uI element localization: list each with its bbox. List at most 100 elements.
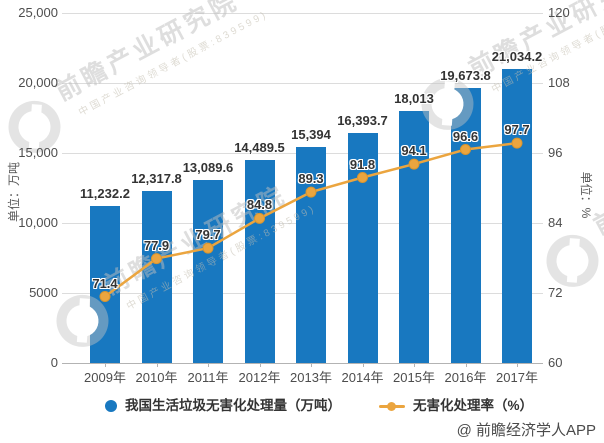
- line-point-marker: [151, 253, 162, 265]
- bar-value-label: 11,232.2: [80, 185, 130, 201]
- trend-line: [104, 141, 518, 298]
- line-value-label: 96.6: [452, 128, 479, 144]
- bar: [193, 179, 223, 363]
- bar-value-label: 14,489.5: [234, 140, 285, 156]
- bar-value-label: 18,013: [394, 90, 434, 106]
- bar: [502, 68, 532, 363]
- watermark-tile: 前瞻产业研究院 中国产业咨询领导者(股票:839599): [0, 0, 320, 189]
- line-point-marker: [305, 186, 317, 198]
- bar-series-swatch-icon: [104, 400, 117, 412]
- bar-value-label: 15,394: [291, 127, 331, 143]
- right-axis-tick-label: 96: [548, 145, 563, 160]
- x-axis-tick: [156, 363, 158, 367]
- x-axis-tick: [259, 363, 261, 367]
- watermark-text: 前瞻产业研究院: [464, 0, 604, 84]
- line-value-label: 84.8: [246, 197, 273, 213]
- line-point-marker: [99, 291, 111, 302]
- left-axis-tick-label: 5000: [29, 285, 58, 300]
- right-axis-tick-label: 60: [548, 355, 563, 370]
- x-axis-category-label: 2014年: [341, 370, 384, 385]
- bar: [296, 147, 326, 363]
- bar: [347, 133, 378, 363]
- bar: [141, 190, 172, 363]
- line-point-marker: [511, 137, 523, 149]
- line-value-label: 77.9: [143, 237, 170, 253]
- x-axis-category-label: 2017年: [496, 370, 538, 385]
- x-axis-tick: [105, 363, 106, 367]
- left-axis-tick-label: 20,000: [18, 75, 58, 90]
- bar-value-label: 12,317.8: [131, 170, 182, 186]
- x-axis-tick: [517, 363, 518, 367]
- left-axis-tick-label: 15,000: [18, 145, 58, 160]
- qianzhan-logo-icon: [412, 68, 483, 140]
- bar: [399, 110, 429, 363]
- legend-bar-label: 我国生活垃圾无害化处理量（万吨）: [124, 398, 341, 413]
- x-axis-tick: [414, 363, 415, 367]
- line-point-marker: [408, 158, 420, 170]
- watermark-subtext: 中国产业咨询领导者(股票:839599): [124, 202, 319, 313]
- bar-value-label: 19,673.8: [440, 67, 491, 83]
- line-point-marker: [460, 144, 471, 155]
- line-point-marker: [357, 172, 368, 183]
- bar-value-label: 13,089.6: [182, 159, 234, 175]
- right-axis-tick-label: 72: [548, 285, 563, 300]
- line-value-label: 79.7: [195, 227, 221, 243]
- line-series-swatch-icon: [378, 401, 405, 411]
- bar-value-label: 21,034.2: [491, 48, 543, 64]
- x-axis-category-label: 2013年: [290, 370, 332, 385]
- attribution-text: @ 前瞻经济学人APP: [456, 422, 596, 439]
- line-value-label: 71.4: [92, 275, 118, 291]
- watermark-text: 前瞻产业研究院: [99, 180, 292, 301]
- left-axis-tick-label: 25,000: [18, 5, 58, 20]
- qianzhan-logo-icon: [47, 285, 118, 357]
- grid-line: [62, 153, 543, 154]
- legend-item-bar-series: 我国生活垃圾无害化处理量（万吨）: [104, 397, 341, 415]
- watermark-tile: 前瞻产业研究院 中国产业咨询领导者(股票:839599): [34, 135, 368, 382]
- watermark-text: 前瞻产业研究院: [51, 0, 244, 107]
- x-axis-tick: [362, 363, 364, 367]
- line-value-label: 91.8: [349, 156, 376, 172]
- x-axis-category-label: 2011年: [187, 370, 229, 385]
- qianzhan-logo-icon: [537, 225, 604, 297]
- legend-item-line-series: 无害化处理率（%）: [378, 397, 533, 415]
- legend: 我国生活垃圾无害化处理量（万吨） 无害化处理率（%）: [0, 397, 604, 415]
- bar: [90, 205, 120, 363]
- right-axis-tick-label: 108: [548, 75, 570, 90]
- right-axis-tick-label: 120: [548, 5, 570, 20]
- x-axis-tick: [465, 363, 467, 367]
- x-axis-category-label: 2012年: [238, 370, 281, 385]
- watermark-text: 前瞻产业研究院: [589, 120, 604, 241]
- line-value-label: 97.7: [504, 122, 530, 138]
- watermark-tile: 前瞻产业研究院 中国产业咨询领导者(股票:839599): [524, 75, 604, 322]
- watermark-tile: 前瞻产业研究院 中国产业咨询领导者(股票:839599): [399, 0, 604, 166]
- line-value-label: 94.1: [401, 143, 427, 159]
- grid-line: [62, 83, 543, 84]
- left-axis-tick-label: 10,000: [18, 215, 58, 230]
- watermark-subtext: 中国产业咨询领导者(股票:839599): [489, 0, 604, 96]
- right-axis-title: 单位：%: [579, 171, 593, 219]
- x-axis-tick: [311, 363, 312, 367]
- line-point-marker: [202, 242, 214, 254]
- bar: [450, 87, 481, 363]
- grid-line: [62, 223, 543, 224]
- grid-line: [62, 13, 543, 14]
- x-axis-line: [62, 363, 543, 364]
- left-axis-title: 单位：万吨: [7, 162, 21, 223]
- bar: [244, 160, 275, 363]
- x-axis-category-label: 2015年: [393, 370, 435, 385]
- qianzhan-logo-icon: [0, 91, 70, 163]
- grid-line: [62, 293, 543, 294]
- right-axis-tick-label: 84: [548, 215, 563, 230]
- legend-line-label: 无害化处理率（%）: [412, 398, 533, 413]
- bar-value-label: 16,393.7: [337, 113, 388, 129]
- line-point-marker: [254, 212, 265, 224]
- x-axis-category-label: 2010年: [135, 370, 178, 385]
- watermark-subtext: 中国产业咨询领导者(股票:839599): [76, 8, 271, 119]
